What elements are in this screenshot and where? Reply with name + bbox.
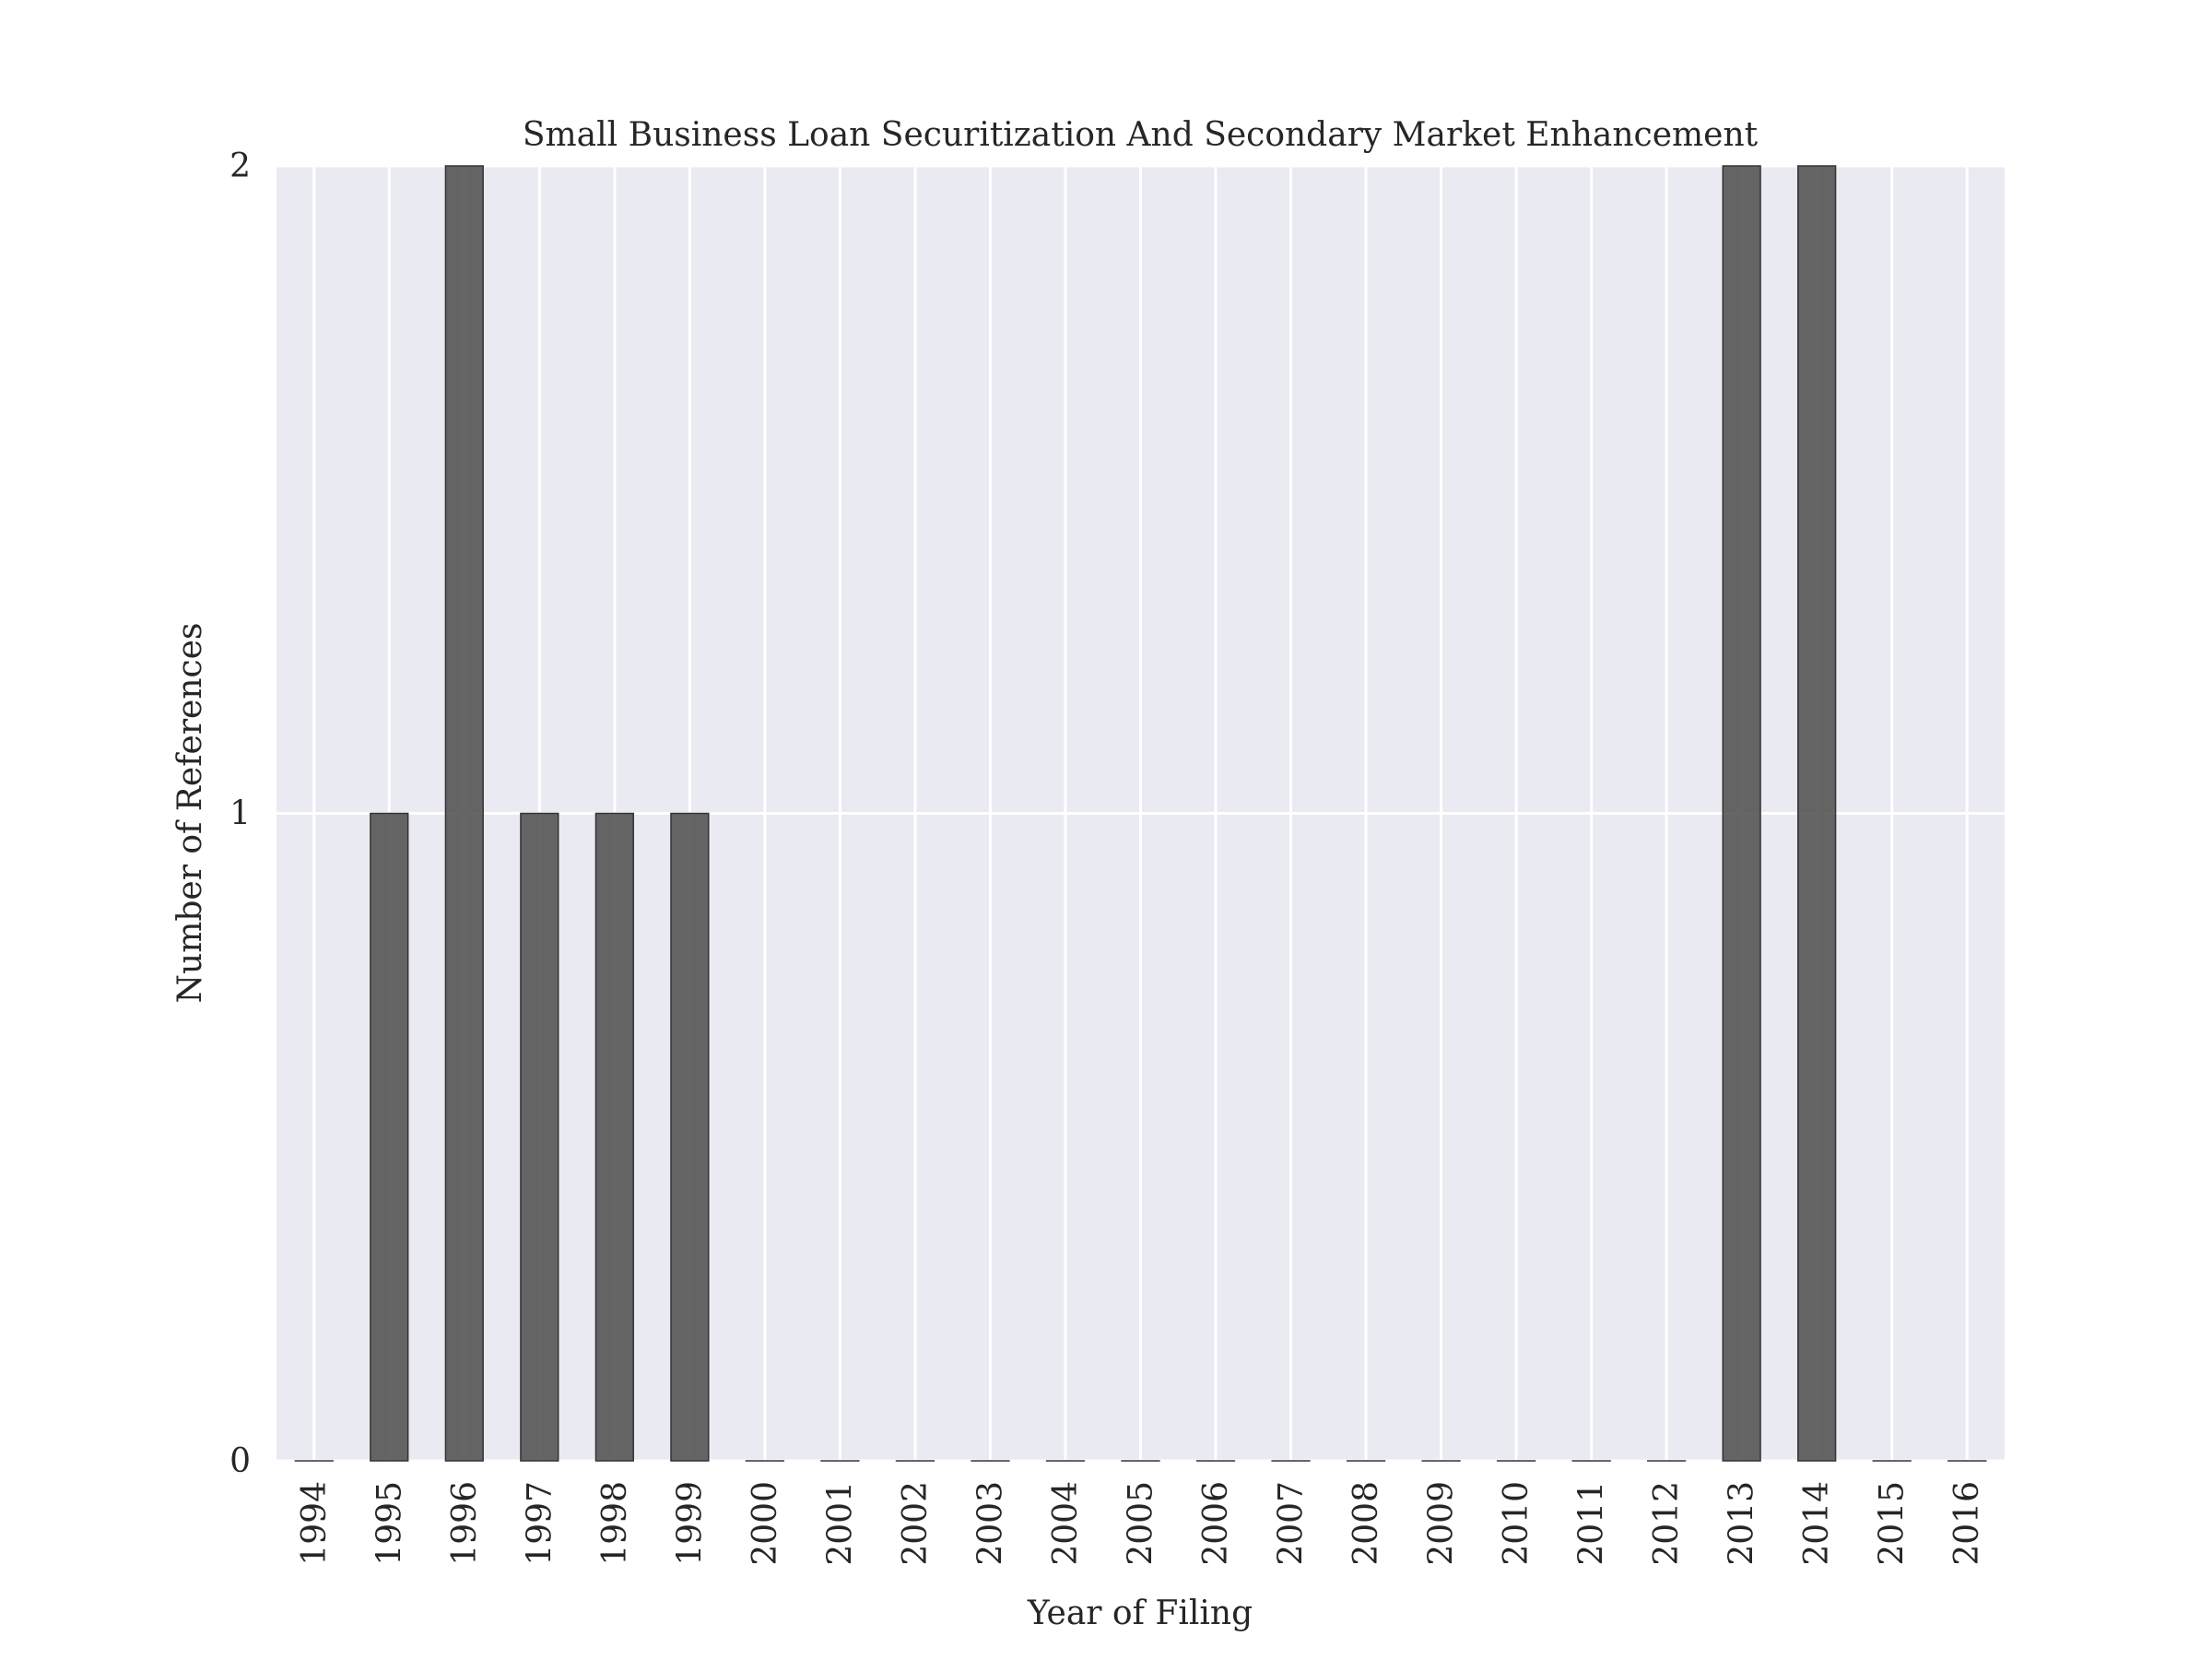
- bar-1997: [520, 812, 559, 1462]
- bar-2013: [1722, 165, 1761, 1462]
- x-tick-label: 2015: [1874, 1481, 1912, 1566]
- y-tick-label: 1: [229, 795, 251, 833]
- x-tick-label: 2012: [1648, 1481, 1686, 1566]
- x-tick-label: 2005: [1123, 1481, 1160, 1566]
- x-tick-label: 2006: [1197, 1481, 1235, 1566]
- x-tick-label: 1994: [296, 1481, 334, 1566]
- x-tick-label: 1997: [521, 1481, 559, 1566]
- x-axis-label: Year of Filing: [1027, 1594, 1253, 1632]
- bar-1998: [594, 812, 634, 1462]
- x-tick-label: 2007: [1273, 1481, 1311, 1566]
- x-tick-label: 2002: [897, 1481, 935, 1566]
- bar-1996: [444, 165, 484, 1462]
- x-tick-label: 1995: [371, 1481, 408, 1566]
- x-tick-label: 2014: [1798, 1481, 1836, 1566]
- x-tick-label: 1998: [596, 1481, 634, 1566]
- x-tick-label: 2011: [1573, 1481, 1611, 1566]
- y-axis-label: Number of References: [171, 623, 209, 1004]
- x-tick-label: 2016: [1948, 1481, 1986, 1566]
- x-tick-label: 2013: [1724, 1481, 1761, 1566]
- chart-title: Small Business Loan Securitization And S…: [523, 116, 1759, 154]
- x-tick-label: 2008: [1347, 1481, 1385, 1566]
- bar-2014: [1797, 165, 1837, 1462]
- bar-1995: [370, 812, 409, 1462]
- x-tick-label: 2009: [1423, 1481, 1461, 1566]
- y-ticks: 0 1 2: [229, 147, 251, 1480]
- y-tick-label: 0: [229, 1442, 251, 1480]
- x-tick-label: 2000: [747, 1481, 784, 1566]
- x-tick-label: 2001: [821, 1481, 859, 1566]
- x-tick-label: 1996: [446, 1481, 484, 1566]
- x-ticks: 1994 1995 1996 1997 1998 1999 2000 2001 2002 2003…: [296, 1481, 1986, 1566]
- x-tick-label: 1999: [671, 1481, 709, 1566]
- x-tick-label: 2004: [1047, 1481, 1085, 1566]
- bars: [294, 165, 1987, 1462]
- y-tick-label: 2: [229, 147, 251, 185]
- bar-1999: [670, 812, 710, 1462]
- x-tick-label: 2003: [971, 1481, 1009, 1566]
- x-tick-label: 2010: [1498, 1481, 1535, 1566]
